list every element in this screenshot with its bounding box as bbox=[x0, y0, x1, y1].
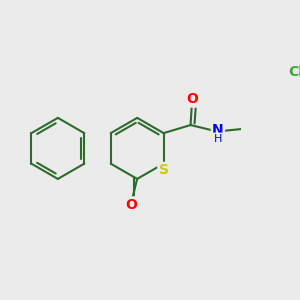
Text: O: O bbox=[186, 92, 198, 106]
Text: H: H bbox=[214, 134, 222, 144]
Text: N: N bbox=[212, 123, 224, 137]
Text: O: O bbox=[125, 198, 137, 212]
Text: S: S bbox=[159, 163, 169, 177]
Text: Cl: Cl bbox=[288, 65, 300, 79]
